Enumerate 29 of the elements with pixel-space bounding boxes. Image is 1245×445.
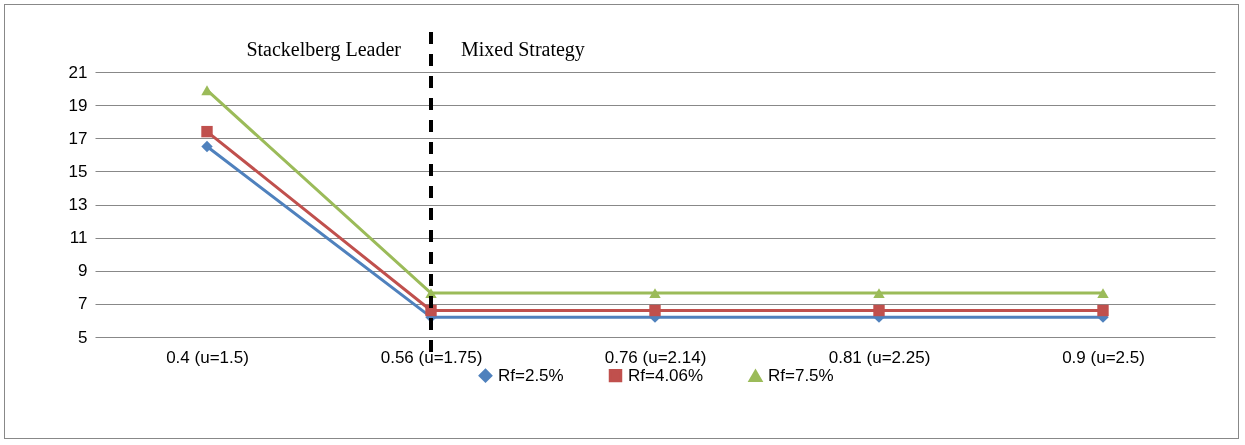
legend-label: Rf=2.5% <box>498 365 564 385</box>
point <box>201 85 213 96</box>
point <box>201 125 213 138</box>
y-tick-label: 17 <box>68 128 88 148</box>
y-tick-label: 7 <box>78 294 88 314</box>
text: Mixed Strategy <box>461 38 585 61</box>
y-tick-label: 9 <box>78 261 88 281</box>
point <box>873 304 885 317</box>
y-tick-label: 19 <box>68 95 88 115</box>
point <box>873 288 885 299</box>
point <box>649 288 661 299</box>
x-tick-label: 0.81 (u=2.25) <box>828 347 931 367</box>
point <box>1097 304 1109 317</box>
legend-label: Rf=4.06% <box>628 365 704 385</box>
x-tick-label: 0.4 (u=1.5) <box>166 347 249 367</box>
y-tick-label: 21 <box>68 62 88 82</box>
point <box>649 304 661 317</box>
x-tick-label: 0.76 (u=2.14) <box>604 347 707 367</box>
legend-label: Rf=7.5% <box>768 365 834 385</box>
text: Stackelberg Leader <box>246 38 402 61</box>
y-tick-label: 5 <box>78 327 88 347</box>
point <box>201 140 213 153</box>
y-tick-label: 15 <box>68 161 88 181</box>
x-tick-label: 0.9 (u=2.5) <box>1062 347 1145 367</box>
point <box>425 304 437 317</box>
x-tick-label: 0.56 (u=1.75) <box>380 347 483 367</box>
point <box>1097 288 1109 299</box>
y-tick-label: 11 <box>69 228 88 248</box>
y-tick-label: 13 <box>68 195 88 214</box>
